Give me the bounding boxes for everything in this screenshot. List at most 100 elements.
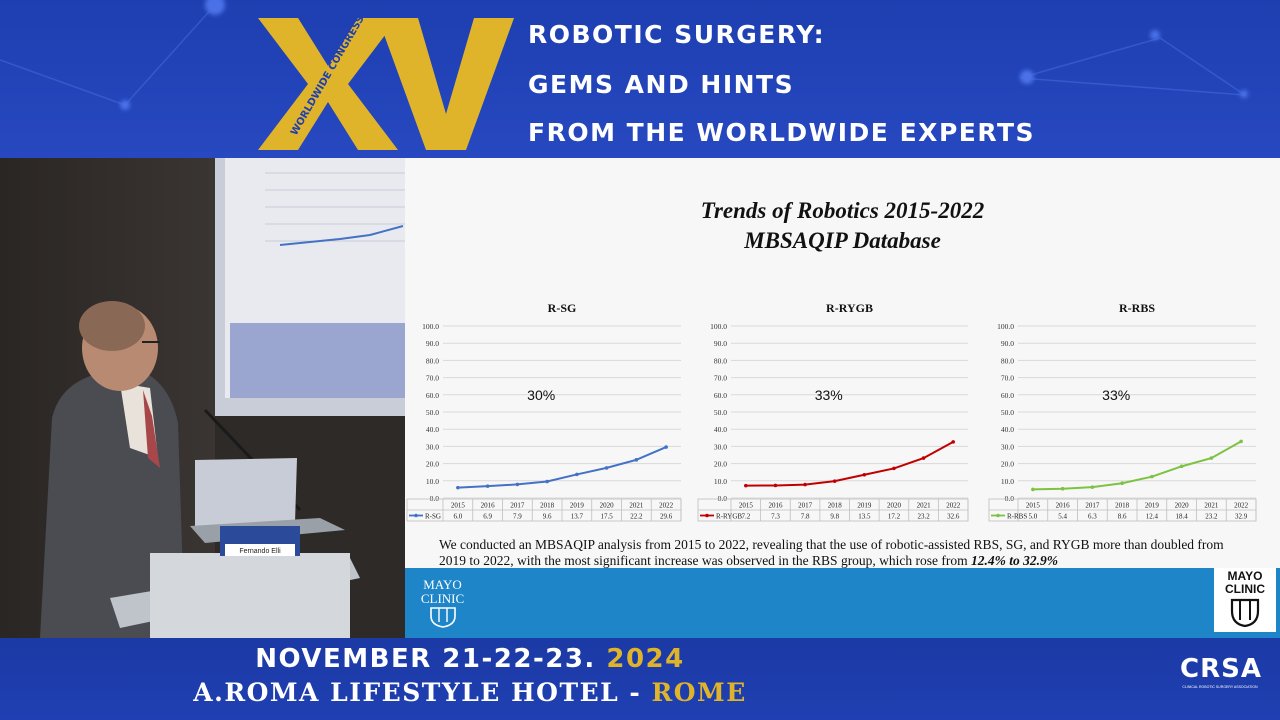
data-point-r-rygb — [892, 466, 896, 471]
congress-logo: WORLDWIDE CONGRESS — [258, 18, 514, 150]
data-point-r-rygb — [951, 440, 955, 444]
mayo-shield-icon — [429, 607, 456, 628]
y-tick-label-r-sg: 60.0 — [426, 391, 439, 400]
data-label-r-sg: 13.7 — [571, 513, 584, 521]
y-tick-label-r-rbs: 30.0 — [1001, 442, 1014, 451]
y-tick-label-r-sg: 70.0 — [426, 374, 439, 383]
data-point-r-rygb — [744, 483, 748, 488]
y-tick-label-r-rygb: 40.0 — [714, 425, 727, 434]
y-tick-label-r-sg: 30.0 — [426, 442, 439, 451]
slide-title-line-2: MBSAQIP Database — [744, 228, 941, 253]
data-label-r-sg: 22.2 — [630, 513, 643, 521]
y-tick-label-r-rygb: 10.0 — [714, 477, 727, 486]
y-tick-label-r-rbs: 100.0 — [997, 322, 1014, 331]
x-tick-label-r-rbs: 2018 — [1115, 502, 1130, 510]
x-tick-label-r-rygb: 2015 — [739, 502, 754, 510]
event-dates: NOVEMBER 21-22-23. 2024 — [0, 644, 1130, 674]
projected-chart — [265, 172, 405, 246]
data-point-r-sg — [634, 458, 639, 462]
data-label-r-rbs: 23.2 — [1205, 513, 1218, 521]
data-point-r-sg — [575, 472, 579, 477]
crsa-logo-text: CRSA — [1180, 654, 1262, 684]
data-label-r-rbs: 18.4 — [1176, 513, 1189, 521]
data-point-r-sg — [545, 479, 549, 484]
data-label-r-rygb: 7.8 — [801, 513, 810, 521]
mayo-clinic-brand-box: MAYO CLINIC — [1214, 568, 1276, 632]
legend-label-r-rygb: R-RYGB — [716, 513, 742, 521]
speaker-figure: Fernando Elli — [40, 301, 360, 638]
data-point-r-rbs — [1120, 481, 1124, 486]
data-point-r-rygb — [803, 482, 807, 487]
y-tick-label-r-rygb: 70.0 — [714, 374, 727, 383]
data-point-r-sg — [604, 466, 609, 470]
mayo-shield-icon — [1230, 598, 1260, 628]
brand-line-1: MAYO — [1227, 569, 1263, 583]
slide-footer: MAYO CLINIC — [405, 568, 1280, 638]
data-point-r-sg — [456, 485, 460, 490]
headline-line-1: ROBOTIC SURGERY: — [528, 20, 826, 49]
y-tick-label-r-rbs: 20.0 — [1001, 460, 1014, 469]
x-tick-label-r-sg: 2015 — [451, 502, 466, 510]
projected-footer — [230, 323, 405, 398]
footer-mayo-line-1: MAYO — [423, 577, 462, 592]
legend-label-r-sg: R-SG — [425, 513, 441, 521]
series-line-r-rygb — [745, 441, 954, 487]
data-label-r-rbs: 8.6 — [1118, 513, 1127, 521]
y-tick-label-r-rbs: 10.0 — [1001, 477, 1014, 486]
data-point-r-sg — [485, 484, 490, 488]
data-label-r-rbs: 6.3 — [1088, 513, 1097, 521]
footer-mayo-line-2: CLINIC — [420, 591, 465, 606]
y-tick-label-r-rbs: 0.0 — [1005, 494, 1015, 503]
speaker-video: Fernando Elli — [0, 158, 405, 638]
chart-annotation-r-rygb: 33% — [815, 387, 843, 403]
data-point-r-rygb — [862, 472, 867, 477]
data-label-r-rygb: 7.3 — [771, 513, 780, 521]
y-tick-label-r-rygb: 80.0 — [714, 356, 727, 365]
x-tick-label-r-rbs: 2020 — [1175, 502, 1190, 510]
chart-title-r-rygb: R-RYGB — [826, 301, 873, 315]
x-tick-label-r-rbs: 2017 — [1085, 502, 1100, 510]
chart-title-r-sg: R-SG — [548, 301, 577, 315]
data-point-r-rbs — [1209, 456, 1214, 460]
y-tick-label-r-rygb: 20.0 — [714, 460, 727, 469]
data-point-r-rygb — [773, 483, 778, 488]
y-tick-label-r-rbs: 70.0 — [1001, 374, 1014, 383]
y-tick-label-r-rygb: 100.0 — [710, 322, 727, 331]
event-dates-text: NOVEMBER 21-22-23. — [255, 644, 607, 674]
x-tick-label-r-sg: 2020 — [600, 502, 615, 510]
x-tick-label-r-sg: 2017 — [510, 502, 525, 510]
y-tick-label-r-rygb: 30.0 — [714, 442, 727, 451]
data-point-r-rbs — [1179, 464, 1184, 469]
event-venue-text: A.ROMA LIFESTYLE HOTEL - — [193, 678, 652, 707]
chart-annotation-r-rbs: 33% — [1102, 387, 1130, 403]
data-label-r-sg: 6.9 — [483, 513, 492, 521]
x-tick-label-r-rbs: 2022 — [1234, 502, 1249, 510]
y-tick-label-r-sg: 100.0 — [422, 322, 439, 331]
x-tick-label-r-sg: 2016 — [481, 502, 496, 510]
y-tick-label-r-rbs: 90.0 — [1001, 339, 1014, 348]
data-label-r-rbs: 5.4 — [1058, 513, 1067, 521]
data-label-r-rygb: 7.2 — [741, 513, 750, 521]
footer-mayo-logo: MAYO CLINIC — [415, 578, 470, 631]
data-label-r-sg: 7.9 — [513, 513, 522, 521]
data-point-r-rygb — [921, 456, 926, 460]
data-label-r-rygb: 23.2 — [917, 513, 930, 521]
x-tick-label-r-sg: 2022 — [659, 502, 674, 510]
data-label-r-rygb: 9.8 — [830, 513, 839, 521]
x-tick-label-r-rbs: 2019 — [1145, 502, 1160, 510]
x-tick-label-r-rygb: 2021 — [917, 502, 932, 510]
data-label-r-rygb: 32.6 — [947, 513, 960, 521]
charts-area: R-SG 0.0 10.0 20.0 30.0 40.0 50.0 60.0 70.0 80.0 9… — [406, 301, 1257, 522]
crsa-caption: CLINICAL ROBOTIC SURGERY ASSOCIATION — [1182, 685, 1258, 689]
y-tick-label-r-sg: 40.0 — [426, 425, 439, 434]
data-label-r-sg: 6.0 — [454, 513, 463, 521]
x-tick-label-r-sg: 2018 — [540, 502, 555, 510]
data-label-r-rbs: 32.9 — [1235, 513, 1248, 521]
series-line-r-sg — [457, 446, 667, 489]
x-tick-label-r-rygb: 2019 — [857, 502, 872, 510]
y-tick-label-r-sg: 80.0 — [426, 356, 439, 365]
data-point-r-rbs — [1150, 474, 1154, 479]
data-label-r-sg: 9.6 — [543, 513, 552, 521]
y-tick-label-r-rbs: 50.0 — [1001, 408, 1014, 417]
data-point-r-rygb — [832, 479, 837, 483]
